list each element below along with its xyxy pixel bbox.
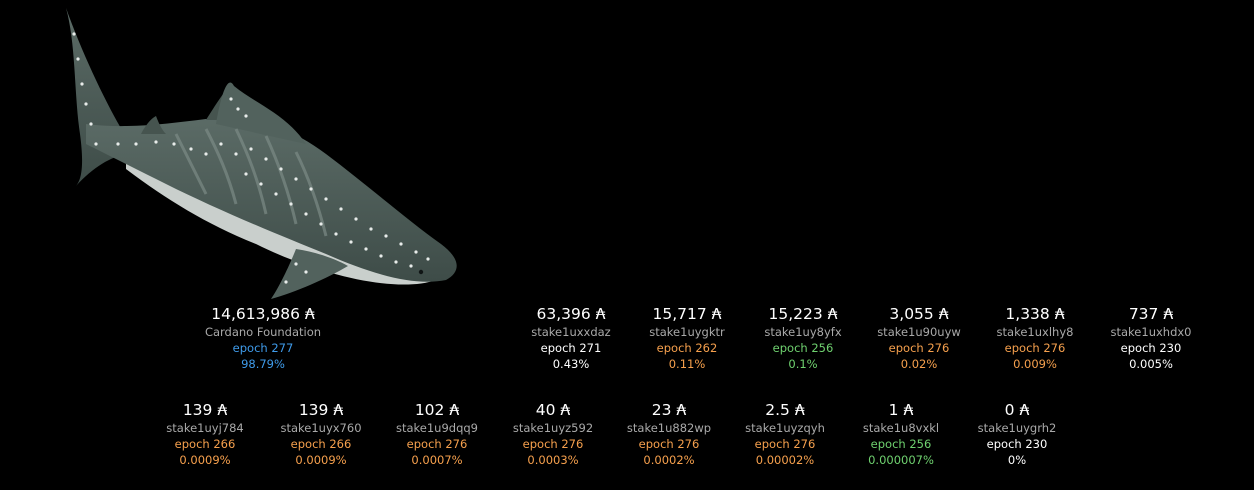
holder-percent: 0.11% <box>668 357 706 371</box>
holder-card[interactable]: 15,717 ₳ stake1uygktr epoch 262 0.11% <box>607 304 767 372</box>
holder-amount: 139 ₳ <box>298 401 344 419</box>
holder-name[interactable]: Cardano Foundation <box>204 325 322 339</box>
holder-percent: 0.000007% <box>868 453 934 467</box>
holder-card[interactable]: 63,396 ₳ stake1uxxdaz epoch 271 0.43% <box>491 304 651 372</box>
holder-card[interactable]: 40 ₳ stake1uyz592 epoch 276 0.0003% <box>473 400 633 468</box>
holder-amount: 139 ₳ <box>182 401 228 419</box>
holder-amount: 23 ₳ <box>651 401 687 419</box>
holder-epoch: epoch 266 <box>174 437 236 451</box>
holder-card[interactable]: 23 ₳ stake1u882wp epoch 276 0.0002% <box>589 400 749 468</box>
holder-card[interactable]: 0 ₳ stake1uygrh2 epoch 230 0% <box>937 400 1097 468</box>
holder-address[interactable]: stake1uyz592 <box>512 421 594 435</box>
holder-percent: 0.0009% <box>179 453 231 467</box>
holder-amount: 737 ₳ <box>1128 305 1174 323</box>
holder-percent: 0.43% <box>552 357 590 371</box>
holder-card[interactable]: 2.5 ₳ stake1uyzqyh epoch 276 0.00002% <box>705 400 865 468</box>
holder-amount: 15,223 ₳ <box>768 305 838 323</box>
holder-amount: 3,055 ₳ <box>889 305 949 323</box>
holder-epoch: epoch 276 <box>1004 341 1066 355</box>
holder-percent: 0.1% <box>788 357 818 371</box>
holder-percent: 98.79% <box>241 357 285 371</box>
holder-card[interactable]: 3,055 ₳ stake1u90uyw epoch 276 0.02% <box>839 304 999 372</box>
holder-amount: 1 ₳ <box>888 401 914 419</box>
holder-percent: 0.005% <box>1129 357 1173 371</box>
holder-card[interactable]: 139 ₳ stake1uyj784 epoch 266 0.0009% <box>125 400 285 468</box>
holder-address[interactable]: stake1uxhdx0 <box>1110 325 1192 339</box>
holder-epoch: epoch 262 <box>656 341 718 355</box>
holder-card[interactable]: 15,223 ₳ stake1uy8yfx epoch 256 0.1% <box>723 304 883 372</box>
holder-epoch: epoch 230 <box>986 437 1048 451</box>
holder-address[interactable]: stake1uxlhy8 <box>996 325 1074 339</box>
holder-percent: 0% <box>1007 453 1027 467</box>
holder-epoch: epoch 256 <box>772 341 834 355</box>
holder-epoch: epoch 230 <box>1120 341 1182 355</box>
holder-amount: 102 ₳ <box>414 401 460 419</box>
holder-epoch: epoch 276 <box>638 437 700 451</box>
holder-card[interactable]: 1,338 ₳ stake1uxlhy8 epoch 276 0.009% <box>955 304 1115 372</box>
holder-epoch: epoch 271 <box>540 341 602 355</box>
holder-percent: 0.0007% <box>411 453 463 467</box>
holder-address[interactable]: stake1uyj784 <box>166 421 244 435</box>
holder-amount: 15,717 ₳ <box>652 305 722 323</box>
holder-percent: 0.009% <box>1013 357 1057 371</box>
holder-amount: 0 ₳ <box>1004 401 1030 419</box>
holder-epoch: epoch 276 <box>754 437 816 451</box>
holder-address[interactable]: stake1u882wp <box>626 421 712 435</box>
holder-percent: 0.02% <box>900 357 938 371</box>
holder-address[interactable]: stake1uygktr <box>649 325 725 339</box>
holder-amount: 14,613,986 ₳ <box>211 305 315 323</box>
holder-address[interactable]: stake1uygrh2 <box>977 421 1057 435</box>
holder-percent: 0.0002% <box>643 453 695 467</box>
holder-address[interactable]: stake1u90uyw <box>877 325 961 339</box>
holder-amount: 40 ₳ <box>535 401 571 419</box>
holder-percent: 0.0009% <box>295 453 347 467</box>
holder-epoch: epoch 276 <box>522 437 584 451</box>
holder-card[interactable]: 1 ₳ stake1u8vxkl epoch 256 0.000007% <box>821 400 981 468</box>
holder-percent: 0.00002% <box>755 453 815 467</box>
holder-address[interactable]: stake1uy8yfx <box>764 325 842 339</box>
holder-epoch: epoch 276 <box>888 341 950 355</box>
holder-card[interactable]: 737 ₳ stake1uxhdx0 epoch 230 0.005% <box>1071 304 1231 372</box>
holder-epoch: epoch 256 <box>870 437 932 451</box>
holder-amount: 1,338 ₳ <box>1005 305 1065 323</box>
holder-card[interactable]: 139 ₳ stake1uyx760 epoch 266 0.0009% <box>241 400 401 468</box>
whale-shark-icon <box>66 8 457 299</box>
holder-amount: 63,396 ₳ <box>536 305 606 323</box>
holder-epoch: epoch 266 <box>290 437 352 451</box>
holder-address[interactable]: stake1uyzqyh <box>745 421 825 435</box>
holder-amount: 2.5 ₳ <box>765 401 805 419</box>
holder-epoch: epoch 276 <box>406 437 468 451</box>
holder-card[interactable]: 102 ₳ stake1u9dqq9 epoch 276 0.0007% <box>357 400 517 468</box>
holder-percent: 0.0003% <box>527 453 579 467</box>
holder-epoch: epoch 277 <box>232 341 294 355</box>
holder-address[interactable]: stake1uyx760 <box>280 421 362 435</box>
holder-address[interactable]: stake1u9dqq9 <box>395 421 478 435</box>
holder-card[interactable]: 14,613,986 ₳ Cardano Foundation epoch 27… <box>183 304 343 372</box>
holder-address[interactable]: stake1u8vxkl <box>862 421 940 435</box>
holder-address[interactable]: stake1uxxdaz <box>531 325 611 339</box>
